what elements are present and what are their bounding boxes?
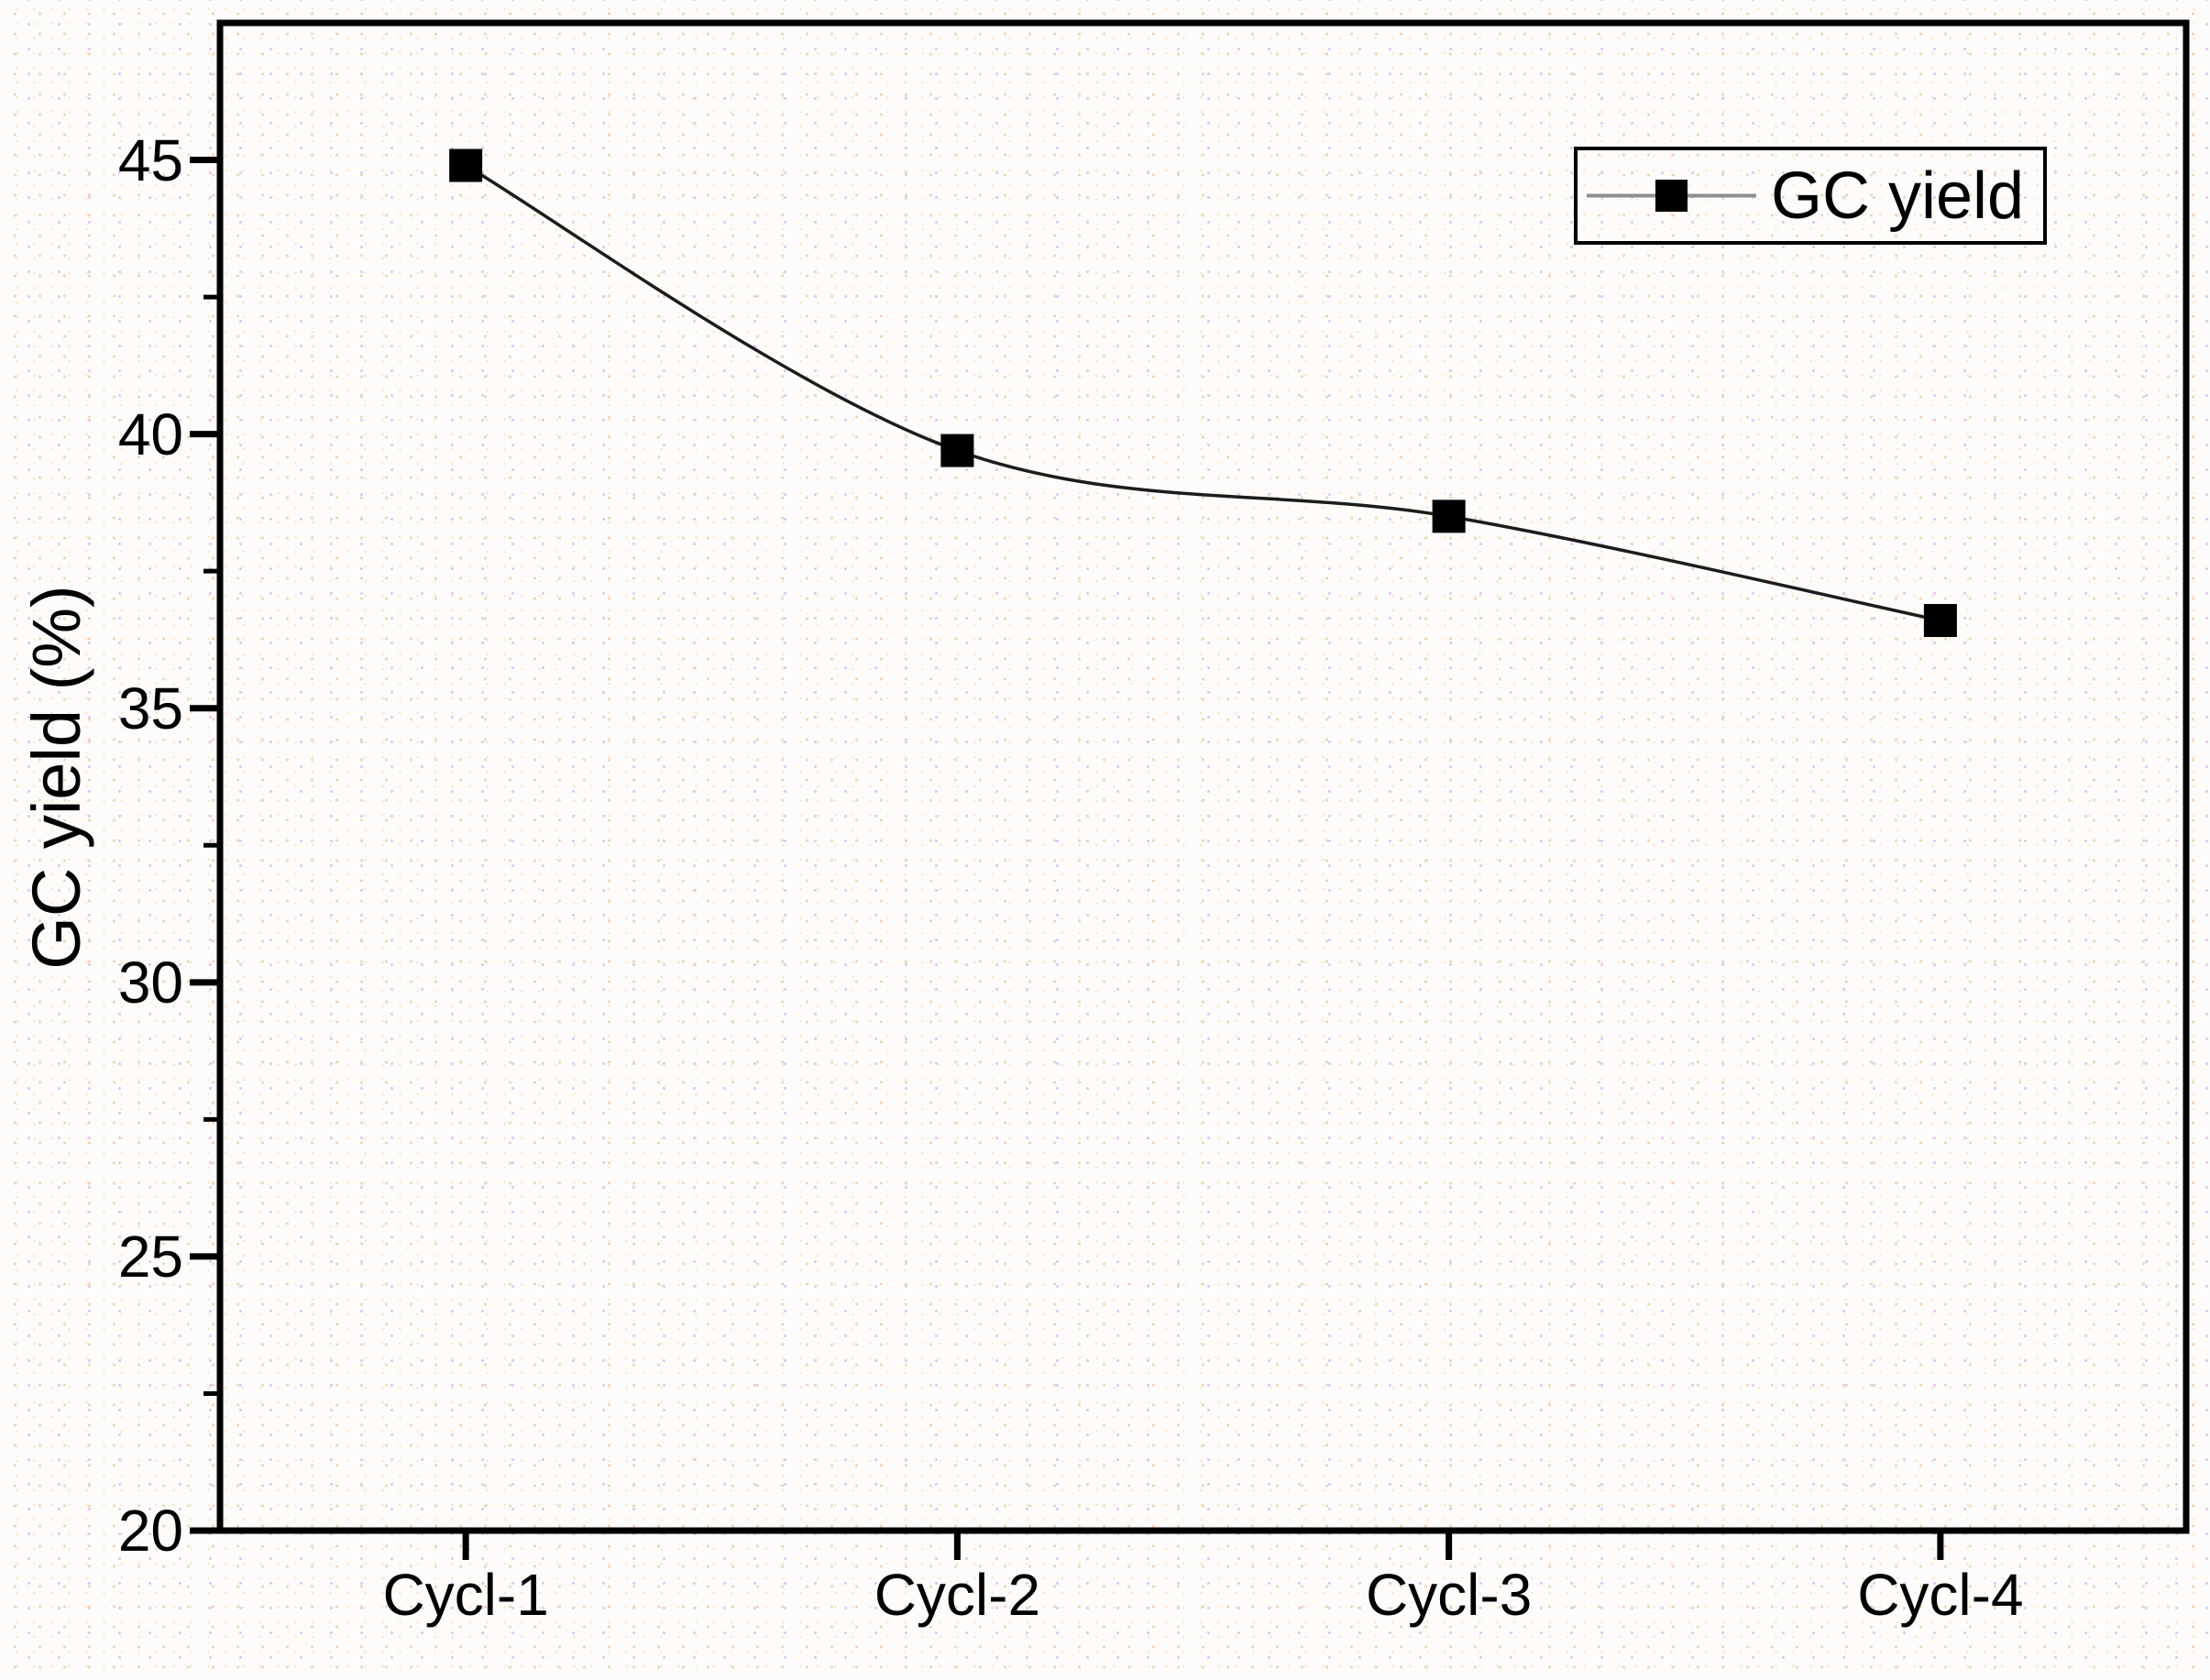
legend-series-label: GC yield [1771, 159, 2025, 233]
y-axis-title: GC yield (%) [18, 585, 94, 970]
axis-frame [216, 19, 2190, 1534]
y-tick-label-35: 35 [117, 675, 183, 741]
data-point-cycl-2 [940, 434, 974, 467]
data-point-cycl-1 [449, 148, 483, 182]
x-tick-label-cycl-4: Cycl-4 [1857, 1562, 2024, 1628]
x-tick-label-cycl-3: Cycl-3 [1365, 1562, 1533, 1628]
y-tick-label-40: 40 [117, 401, 183, 467]
y-tick-label-20: 20 [117, 1498, 183, 1564]
legend-line-marker-swatch [1587, 180, 1756, 212]
data-line [465, 164, 1941, 622]
data-point-cycl-4 [1923, 604, 1957, 638]
legend-box: GC yield [1574, 147, 2047, 245]
x-tick-label-cycl-2: Cycl-2 [874, 1562, 1041, 1628]
y-tick-label-45: 45 [117, 126, 183, 193]
y-tick-label-25: 25 [117, 1223, 183, 1290]
y-tick-label-30: 30 [117, 949, 183, 1016]
data-point-cycl-3 [1432, 500, 1466, 533]
legend-square-marker [1655, 180, 1688, 212]
x-tick-label-cycl-1: Cycl-1 [382, 1562, 549, 1628]
